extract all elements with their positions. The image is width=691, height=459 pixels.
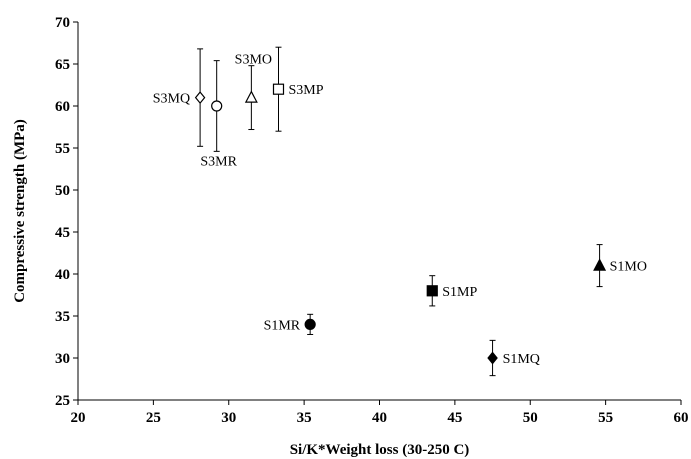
y-tick-label: 35 bbox=[55, 309, 70, 325]
point-s3mq: S3MQ bbox=[153, 48, 206, 147]
x-tick-label: 25 bbox=[146, 410, 161, 426]
square-marker bbox=[272, 83, 285, 95]
point-label: S3MQ bbox=[153, 92, 190, 107]
point-s1mr: S1MR bbox=[264, 313, 316, 335]
circle-marker bbox=[304, 318, 316, 330]
point-s1mo: S1MO bbox=[593, 244, 647, 288]
point-label: S1MP bbox=[442, 285, 477, 300]
point-label: S1MQ bbox=[503, 352, 540, 367]
diamond-marker bbox=[487, 351, 498, 365]
x-tick-label: 20 bbox=[71, 410, 86, 426]
point-label: S3MP bbox=[288, 83, 323, 98]
point-s3mr: S3MR bbox=[200, 60, 238, 169]
point-s1mp: S1MP bbox=[426, 275, 477, 307]
x-tick-label: 45 bbox=[447, 410, 462, 426]
point-s1mq: S1MQ bbox=[487, 339, 540, 377]
x-tick-label: 35 bbox=[297, 410, 312, 426]
y-tick-label: 50 bbox=[55, 183, 70, 199]
point-s3mp: S3MP bbox=[272, 46, 324, 132]
diamond-marker bbox=[194, 91, 206, 105]
triangle-marker bbox=[244, 90, 258, 103]
point-label: S1MO bbox=[610, 260, 647, 275]
point-label: S3MO bbox=[235, 53, 272, 68]
y-tick-label: 55 bbox=[55, 141, 70, 157]
x-tick-label: 55 bbox=[598, 410, 613, 426]
y-tick-label: 70 bbox=[55, 15, 70, 31]
y-tick-label: 65 bbox=[55, 57, 70, 73]
circle-marker bbox=[211, 100, 223, 112]
y-tick-label: 60 bbox=[55, 99, 70, 115]
x-tick-label: 60 bbox=[674, 410, 689, 426]
y-axis-title: Compressive strength (MPa) bbox=[12, 119, 28, 303]
y-tick-label: 30 bbox=[55, 351, 70, 367]
axes bbox=[73, 21, 682, 405]
y-tick-label: 40 bbox=[55, 267, 70, 283]
square-marker bbox=[426, 285, 438, 297]
x-tick-label: 50 bbox=[523, 410, 538, 426]
y-tick-label: 25 bbox=[55, 393, 70, 409]
y-tick-label: 45 bbox=[55, 225, 70, 241]
x-tick-label: 30 bbox=[221, 410, 236, 426]
point-label: S3MR bbox=[200, 154, 237, 169]
x-axis-title: Si/K*Weight loss (30-250 C) bbox=[290, 442, 470, 458]
data-points: S3MQ S3MR S3MO S3MP S1MR S1MP S1MQ S1MO bbox=[153, 46, 647, 377]
x-tick-label: 40 bbox=[372, 410, 387, 426]
triangle-marker bbox=[593, 258, 607, 271]
point-label: S1MR bbox=[264, 318, 301, 333]
point-s3mo: S3MO bbox=[235, 53, 272, 131]
